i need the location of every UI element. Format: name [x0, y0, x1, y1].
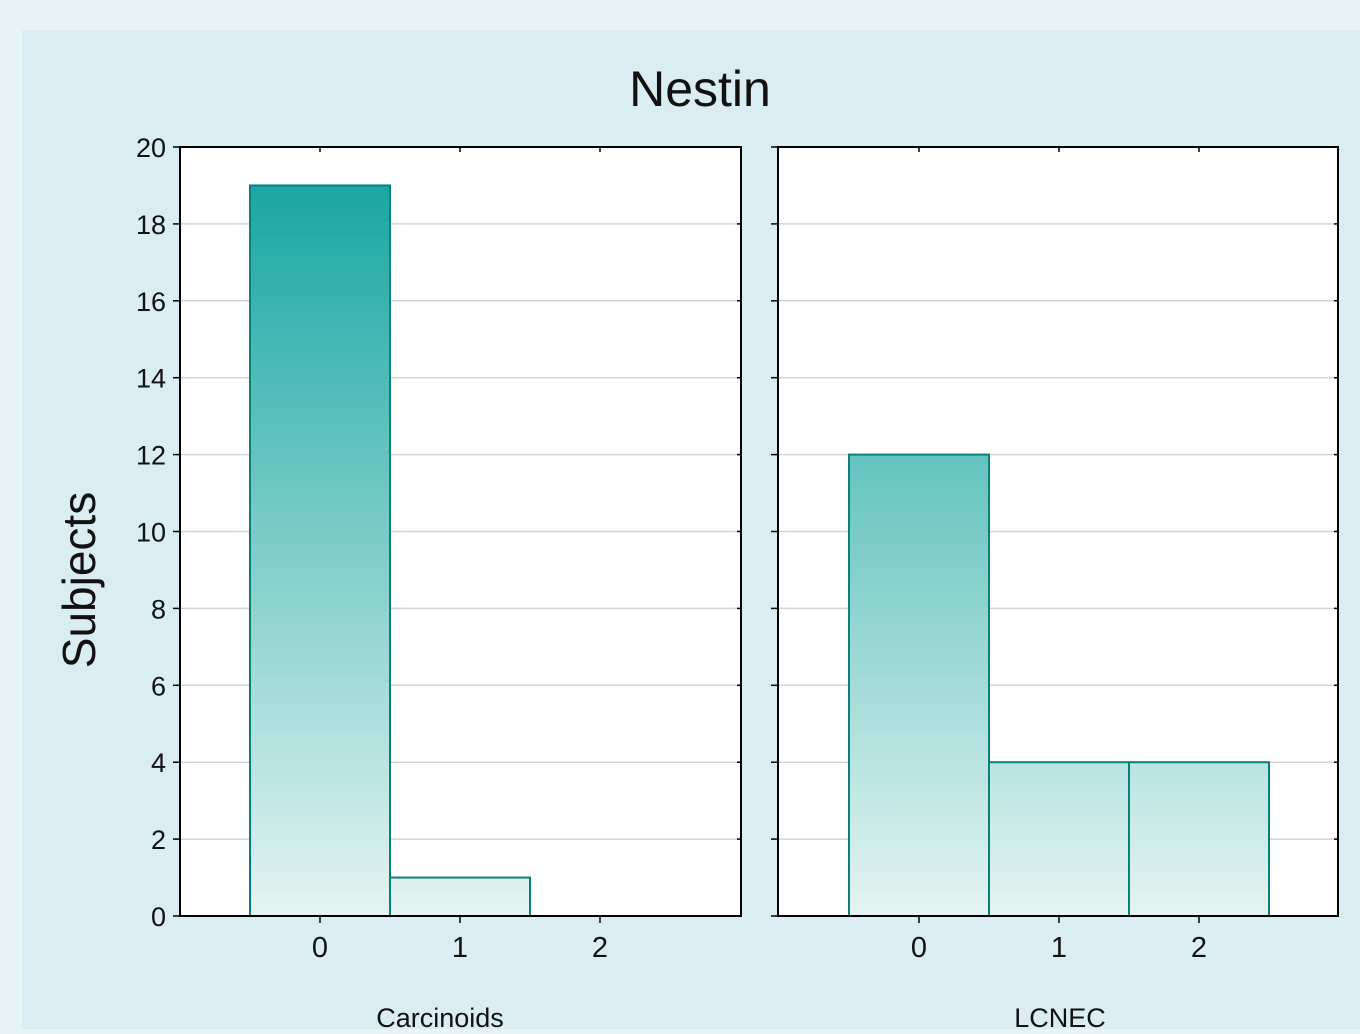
- bar-lcnec-0: [848, 453, 990, 917]
- panel-frame: [179, 146, 742, 917]
- y-axis-label: Subjects: [53, 492, 105, 668]
- y-tick-label: 8: [151, 594, 166, 624]
- y-tick-label: 18: [136, 210, 166, 240]
- panel-1: 0 1 2 Carcinoids: [173, 146, 742, 1033]
- bar-lcnec-2: [1128, 761, 1270, 918]
- x-tick-label: 1: [452, 932, 468, 964]
- x-axis-label: Carcinoids: [376, 1003, 504, 1029]
- chart-title: Nestin: [629, 61, 771, 117]
- x-tick-label: 1: [1051, 932, 1067, 964]
- bar-carcinoids-0: [249, 184, 391, 917]
- y-tick-label: 14: [136, 364, 166, 394]
- y-tick-label: 2: [151, 825, 166, 855]
- y-tick-label: 12: [136, 441, 166, 471]
- bar-lcnec-1: [988, 761, 1130, 918]
- panel-frame: [777, 146, 1339, 917]
- y-tick-label: 20: [136, 133, 166, 163]
- panel-2: 0 1 2 LCNEC: [771, 146, 1339, 1033]
- x-tick-label: 0: [312, 932, 328, 964]
- y-tick-label: 0: [151, 902, 166, 932]
- x-axis-label: LCNEC: [1014, 1003, 1106, 1029]
- y-tick-label: 10: [136, 518, 166, 548]
- bar-carcinoids-1: [389, 876, 531, 917]
- y-tick-label: 16: [136, 287, 166, 317]
- x-tick-label: 2: [592, 932, 608, 964]
- y-tick-label: 4: [151, 748, 166, 778]
- x-tick-label: 0: [911, 932, 927, 964]
- x-tick-label: 2: [1191, 932, 1207, 964]
- y-tick-label: 6: [151, 671, 166, 701]
